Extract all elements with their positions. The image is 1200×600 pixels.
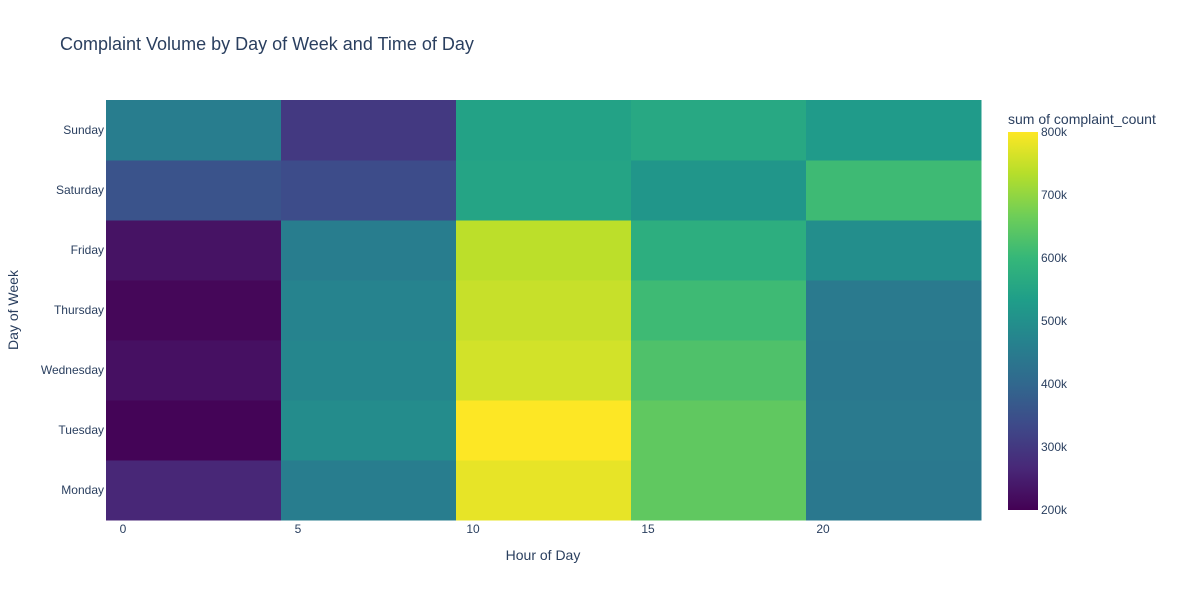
heatmap-cell-sunday-4 bbox=[806, 100, 982, 161]
y-tick-label: Wednesday bbox=[41, 363, 104, 377]
heatmap-cell-monday-4 bbox=[806, 460, 982, 521]
heatmap-cell-thursday-4 bbox=[806, 280, 982, 341]
heatmap-cell-tuesday-0 bbox=[106, 400, 282, 461]
x-tick-label: 10 bbox=[466, 522, 480, 536]
colorbar-tick-label: 800k bbox=[1041, 125, 1068, 139]
heatmap-cell-tuesday-2 bbox=[456, 400, 632, 461]
y-tick-label: Saturday bbox=[56, 183, 104, 197]
heatmap-cell-tuesday-3 bbox=[631, 400, 807, 461]
y-tick-label: Sunday bbox=[63, 123, 104, 137]
y-axis-title: Day of Week bbox=[5, 269, 21, 350]
heatmap-cell-wednesday-4 bbox=[806, 340, 982, 401]
heatmap-cell-wednesday-0 bbox=[106, 340, 282, 401]
x-axis-ticks: 0 5 10 15 20 bbox=[120, 522, 830, 536]
colorbar-tick-label: 300k bbox=[1041, 440, 1068, 454]
x-tick-label: 0 bbox=[120, 522, 127, 536]
y-tick-label: Thursday bbox=[54, 303, 104, 317]
colorbar-tick-label: 500k bbox=[1041, 314, 1068, 328]
heatmap-cell-friday-4 bbox=[806, 220, 982, 281]
heatmap-cell-wednesday-3 bbox=[631, 340, 807, 401]
heatmap-cell-saturday-1 bbox=[281, 160, 457, 221]
heatmap-cell-thursday-1 bbox=[281, 280, 457, 341]
heatmap-cell-sunday-0 bbox=[106, 100, 282, 161]
x-tick-label: 5 bbox=[295, 522, 302, 536]
colorbar-tick-label: 700k bbox=[1041, 188, 1068, 202]
heatmap-cell-saturday-2 bbox=[456, 160, 632, 221]
heatmap-cells bbox=[106, 100, 982, 521]
heatmap-cell-monday-0 bbox=[106, 460, 282, 521]
x-tick-label: 20 bbox=[816, 522, 830, 536]
heatmap-cell-friday-3 bbox=[631, 220, 807, 281]
heatmap-cell-sunday-3 bbox=[631, 100, 807, 161]
heatmap-cell-sunday-2 bbox=[456, 100, 632, 161]
heatmap-cell-monday-1 bbox=[281, 460, 457, 521]
heatmap-cell-friday-2 bbox=[456, 220, 632, 281]
heatmap-cell-thursday-3 bbox=[631, 280, 807, 341]
colorbar-title: sum of complaint_count bbox=[1008, 111, 1156, 127]
colorbar-tick-label: 400k bbox=[1041, 377, 1068, 391]
y-tick-label: Monday bbox=[61, 483, 104, 497]
colorbar-tick-label: 200k bbox=[1041, 503, 1068, 517]
colorbar: sum of complaint_count 200k 300k 400k 500k 6… bbox=[1008, 111, 1156, 517]
heatmap-cell-tuesday-4 bbox=[806, 400, 982, 461]
y-axis-ticks: Monday Tuesday Wednesday Thursday Friday Satu… bbox=[41, 123, 104, 497]
x-axis-title: Hour of Day bbox=[506, 547, 581, 563]
colorbar-ticks: 200k 300k 400k 500k 600k 700k 800k bbox=[1041, 125, 1068, 517]
heatmap-cell-tuesday-1 bbox=[281, 400, 457, 461]
heatmap-cell-monday-2 bbox=[456, 460, 632, 521]
heatmap-cell-wednesday-2 bbox=[456, 340, 632, 401]
heatmap-cell-wednesday-1 bbox=[281, 340, 457, 401]
heatmap-cell-sunday-1 bbox=[281, 100, 457, 161]
y-tick-label: Friday bbox=[71, 243, 104, 257]
heatmap-cell-friday-0 bbox=[106, 220, 282, 281]
colorbar-gradient bbox=[1008, 132, 1038, 510]
heatmap-cell-thursday-2 bbox=[456, 280, 632, 341]
heatmap-cell-friday-1 bbox=[281, 220, 457, 281]
heatmap-cell-monday-3 bbox=[631, 460, 807, 521]
y-tick-label: Tuesday bbox=[58, 423, 104, 437]
heatmap-cell-thursday-0 bbox=[106, 280, 282, 341]
heatmap-cell-saturday-0 bbox=[106, 160, 282, 221]
chart-title: Complaint Volume by Day of Week and Time… bbox=[60, 34, 474, 54]
colorbar-tick-label: 600k bbox=[1041, 251, 1068, 265]
x-tick-label: 15 bbox=[641, 522, 655, 536]
heatmap-cell-saturday-4 bbox=[806, 160, 982, 221]
heatmap-cell-saturday-3 bbox=[631, 160, 807, 221]
